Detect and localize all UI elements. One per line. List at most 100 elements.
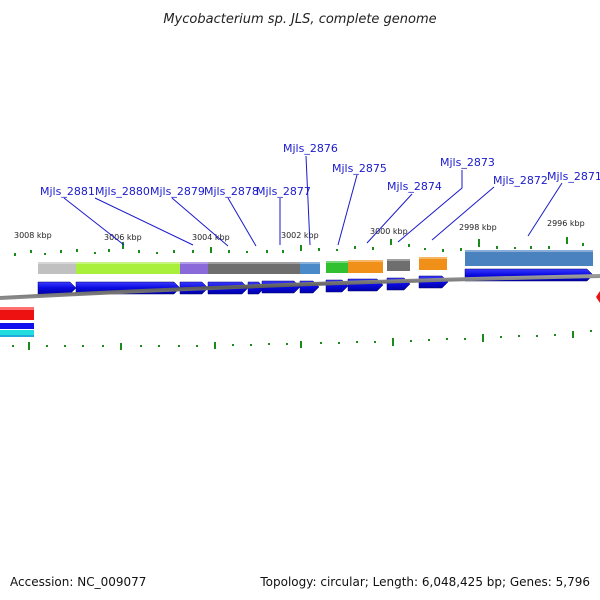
scale-labels: 3008 kbp 3006 kbp 3004 kbp 3002 kbp 3000 kbp…	[14, 219, 585, 242]
gene-arrow-0	[37, 281, 77, 295]
red-marker	[596, 291, 600, 303]
cog-block-1	[76, 262, 180, 274]
scale-tick-outer-32	[566, 237, 568, 244]
cog-block-2	[180, 262, 208, 274]
cog-block-highlight-5	[300, 262, 320, 264]
scale-tick-outer-21	[372, 247, 374, 250]
scale-tick-outer-11	[192, 250, 194, 253]
leader-line-9	[431, 186, 495, 241]
scale-ticks-inner	[12, 330, 592, 350]
genome-backbone	[0, 274, 600, 300]
leader-line-6	[337, 174, 358, 246]
cog-block-highlight-2	[180, 262, 208, 264]
scale-tick-inner-30	[554, 334, 556, 336]
cog-block-5	[300, 262, 320, 274]
leader-line-5	[305, 155, 311, 246]
gene-label-mjls-2881: Mjls_2881	[40, 185, 95, 198]
scale-tick-outer-14	[246, 251, 248, 253]
cog-block-highlight-0	[38, 262, 76, 264]
genome-summary-text: Topology: circular; Length: 6,048,425 bp…	[259, 575, 590, 589]
scale-tick-outer-18	[318, 248, 320, 251]
scale-label-0: 3008 kbp	[14, 231, 52, 240]
scale-tick-inner-15	[286, 343, 288, 345]
cog-ring	[38, 250, 593, 274]
scale-tick-outer-12	[210, 247, 212, 253]
scale-tick-inner-9	[178, 345, 180, 347]
scale-tick-outer-9	[156, 252, 158, 254]
scale-label-1: 3006 kbp	[104, 233, 142, 242]
cog-block-highlight-6	[326, 261, 348, 263]
scale-tick-outer-24	[424, 248, 426, 250]
scale-tick-inner-24	[446, 338, 448, 340]
scale-tick-outer-8	[138, 250, 140, 253]
label-leaders	[63, 155, 563, 247]
scale-tick-outer-3	[60, 250, 62, 253]
scale-tick-inner-10	[196, 345, 198, 347]
accession-text: Accession: NC_009077	[10, 575, 146, 589]
cog-block-highlight-3	[208, 262, 264, 264]
scale-tick-inner-31	[572, 331, 574, 338]
scale-tick-outer-22	[390, 239, 392, 245]
leader-line-8	[397, 170, 463, 243]
leader-line-3	[227, 197, 257, 247]
gene-label-mjls-2874: Mjls_2874	[387, 180, 442, 193]
scale-tick-inner-7	[140, 345, 142, 347]
scale-tick-outer-6	[108, 249, 110, 252]
scale-tick-outer-31	[548, 246, 550, 249]
leader-line-10	[527, 182, 563, 237]
scale-tick-inner-4	[82, 345, 84, 347]
cog-block-4	[264, 262, 300, 274]
scale-tick-inner-25	[464, 338, 466, 340]
scale-tick-inner-6	[120, 343, 122, 350]
scale-tick-inner-23	[428, 339, 430, 341]
scale-tick-outer-15	[266, 250, 268, 253]
scale-tick-inner-22	[410, 340, 412, 342]
scale-tick-outer-19	[336, 249, 338, 251]
scale-tick-inner-14	[268, 343, 270, 345]
scale-tick-inner-32	[590, 330, 592, 332]
scale-tick-outer-0	[14, 253, 16, 256]
scale-tick-inner-8	[158, 345, 160, 347]
cog-block-highlight-8	[387, 259, 410, 261]
leader-line-0	[63, 197, 125, 246]
scale-label-5: 2998 kbp	[459, 223, 497, 232]
scale-tick-outer-26	[460, 248, 462, 251]
scale-tick-outer-25	[442, 249, 444, 252]
leader-line-7	[366, 193, 413, 244]
scale-tick-outer-17	[300, 245, 302, 251]
left-feature-stack	[0, 307, 34, 337]
scale-tick-inner-16	[300, 341, 302, 348]
scale-tick-inner-3	[64, 345, 66, 347]
scale-tick-inner-26	[482, 334, 484, 342]
forward-strand	[37, 268, 594, 295]
cog-block-7	[348, 260, 383, 273]
cog-block-highlight-9	[419, 257, 447, 259]
gene-labels: Mjls_2881 Mjls_2880 Mjls_2879 Mjls_2878Mjls…	[40, 142, 600, 198]
cog-block-highlight-7	[348, 260, 383, 262]
cog-block-3	[208, 262, 264, 274]
scale-tick-outer-33	[582, 243, 584, 246]
scale-tick-inner-17	[320, 342, 322, 344]
cog-block-highlight-1	[76, 262, 180, 264]
scale-tick-outer-1	[30, 250, 32, 253]
gene-label-mjls-2871: Mjls_2871	[547, 170, 600, 183]
gene-label-mjls-2877: Mjls_2877	[256, 185, 311, 198]
cog-block-highlight-4	[264, 262, 300, 264]
scale-tick-inner-28	[518, 335, 520, 337]
cog-block-8	[387, 259, 410, 271]
leader-line-2	[171, 197, 229, 247]
gene-label-mjls-2873: Mjls_2873	[440, 156, 495, 169]
cog-block-6	[326, 261, 348, 273]
cog-block-0	[38, 262, 76, 274]
gene-label-mjls-2876: Mjls_2876	[283, 142, 338, 155]
scale-tick-outer-23	[408, 244, 410, 247]
scale-label-6: 2996 kbp	[547, 219, 585, 228]
cog-block-9	[419, 257, 447, 270]
scale-tick-outer-4	[76, 249, 78, 252]
gene-label-mjls-2880: Mjls_2880	[95, 185, 150, 198]
map-title: Mycobacterium sp. JLS, complete genome	[163, 12, 436, 27]
scale-tick-inner-12	[232, 344, 234, 346]
scale-tick-inner-29	[536, 335, 538, 337]
scale-tick-inner-27	[500, 336, 502, 338]
